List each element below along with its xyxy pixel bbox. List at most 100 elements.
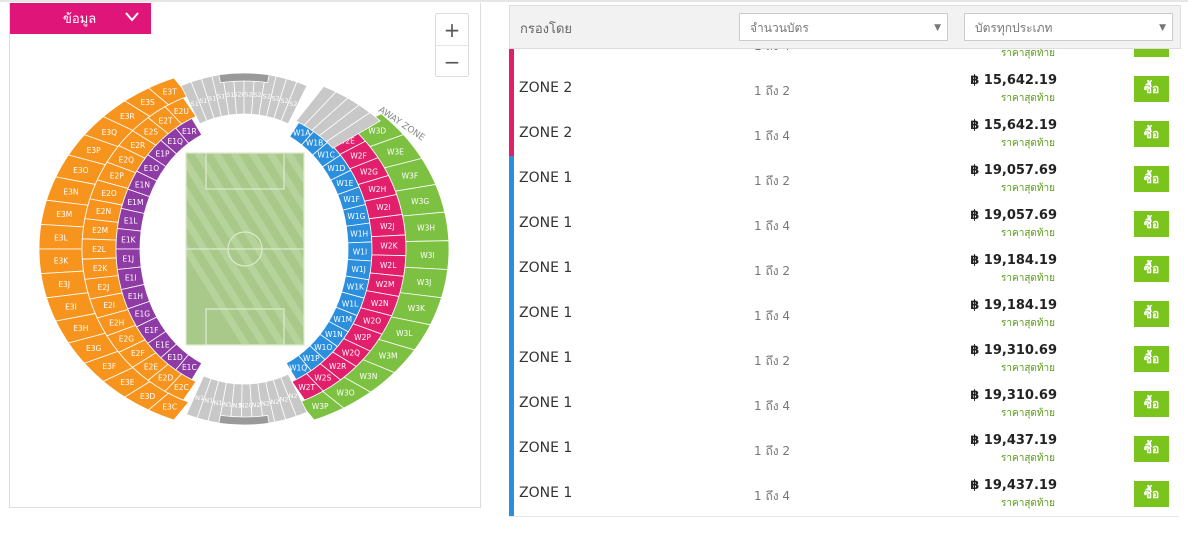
seat-section[interactable] — [280, 81, 308, 125]
ticket-price: ฿ 15,642.19 — [970, 73, 1057, 88]
seat-section-label: W1N — [325, 330, 343, 339]
seat-section-label: E2Q — [119, 156, 135, 165]
seat-section-label: W2J — [380, 222, 394, 231]
ticket-price: ฿ 19,437.19 — [970, 433, 1057, 448]
seat-section-label: W1D — [327, 164, 345, 173]
buy-button[interactable]: ซื้อ — [1134, 166, 1169, 192]
stadium-map-panel[interactable]: E3T E3S E3R E3Q E3P E3O E3N E3M E3L E3K E3J E3I E3H E… — [9, 3, 481, 508]
seat-section-label: S2 — [272, 94, 280, 102]
seat-section-label: E1R — [182, 127, 197, 136]
seat-section-label: W1J — [351, 265, 365, 274]
seat-section-label: E3K — [54, 257, 70, 266]
ticket-quantity: 1 ถึง 2 — [754, 174, 791, 188]
zone-color-bar — [509, 336, 514, 381]
buy-button[interactable]: ซื้อ — [1134, 346, 1169, 372]
seat-section-label: E1I — [125, 274, 137, 283]
listing-row[interactable]: ZONE 1 1 ถึง 2 ฿ 19,437.19 ราคาสุดท้าย ซื้อ — [509, 426, 1179, 472]
seat-section-label: E3S — [141, 98, 156, 107]
buy-button[interactable]: ซื้อ — [1134, 301, 1169, 327]
seat-section-label: W1F — [343, 195, 360, 204]
seat-section-label: E1E — [155, 340, 170, 349]
seat-section-label: N2 — [289, 392, 298, 400]
seat-section-label: E1K — [121, 235, 137, 244]
zone-color-bar — [509, 381, 514, 426]
buy-button[interactable]: ซื้อ — [1134, 256, 1169, 282]
listing-row[interactable]: ZONE 1 1 ถึง 4 ฿ 19,184.19 ราคาสุดท้าย ซื้อ — [509, 291, 1179, 337]
seat-section-label: E1Q — [167, 137, 183, 146]
buy-button[interactable]: ซื้อ — [1134, 481, 1169, 507]
final-price-note: ราคาสุดท้าย — [1001, 273, 1055, 284]
seat-section-label: W1I — [353, 247, 367, 256]
seat-section-label: E3E — [120, 378, 135, 387]
ticket-quantity: 1 ถึง 2 — [754, 354, 791, 368]
seat-section-label: W3N — [360, 372, 378, 381]
listing-row[interactable]: ZONE 2 1 ถึง 2 ฿ 15,642.19 ราคาสุดท้าย ซื้อ — [509, 66, 1179, 112]
seat-section-label: N2 — [280, 395, 289, 403]
zone-color-bar — [509, 246, 514, 291]
ticket-type-select[interactable]: บัตรทุกประเภท ▼ — [964, 13, 1173, 41]
seat-section-label: W3J — [417, 278, 431, 287]
seat-section[interactable] — [218, 414, 270, 426]
ticket-price: ฿ 19,184.19 — [970, 253, 1057, 268]
ticket-price: ฿ 15,642.19 — [970, 118, 1057, 133]
seat-section-label: E3O — [73, 166, 89, 175]
quantity-select[interactable]: จำนวนบัตร ▼ — [739, 13, 948, 41]
seat-section-label: W2P — [354, 333, 371, 342]
listing-row[interactable]: ZONE 1 1 ถึง 4 ฿ 19,310.69 ราคาสุดท้าย ซื้อ — [509, 381, 1179, 427]
listing-row[interactable]: ZONE 1 1 ถึง 4 ฿ 19,057.69 ราคาสุดท้าย ซื้อ — [509, 201, 1179, 247]
buy-button[interactable]: ซื้อ — [1134, 391, 1169, 417]
seat-section-label: S2 — [244, 91, 252, 99]
buy-button[interactable]: ซื้อ — [1134, 121, 1169, 147]
seat-section-label: S1 — [208, 94, 216, 102]
seat-section-label: W2N — [371, 299, 389, 308]
listing-row[interactable]: ZONE 1 1 ถึง 2 ฿ 19,184.19 ราคาสุดท้าย ซื้อ — [509, 246, 1179, 292]
seat-section-label: E2N — [96, 207, 111, 216]
seat-section-label: W2S — [314, 373, 331, 382]
quantity-select-value: จำนวนบัตร — [750, 21, 809, 35]
seat-section-label: W3G — [411, 197, 429, 206]
seat-section-label: E2E — [144, 362, 159, 371]
buy-button[interactable]: ซื้อ — [1134, 211, 1169, 237]
seat-section[interactable] — [280, 373, 308, 417]
dropdown-arrow-icon: ▼ — [1159, 23, 1166, 33]
buy-button[interactable]: ซื้อ — [1134, 76, 1169, 102]
seat-section-label: S2F — [233, 91, 245, 99]
seat-section-label: E3F — [102, 362, 116, 371]
seat-section-label: W3H — [417, 224, 435, 233]
seat-section-label: E1G — [135, 310, 151, 319]
listing-row[interactable]: ZONE 2 1 ถึง 4 ฿ 15,642.19 ราคาสุดท้าย ซื้อ — [509, 111, 1179, 157]
seat-section[interactable] — [175, 354, 203, 381]
final-price-note: ราคาสุดท้าย — [1001, 138, 1055, 149]
seat-section[interactable] — [325, 112, 381, 149]
listing-row[interactable]: ZONE 1 1 ถึง 2 ฿ 19,057.69 ราคาสุดท้าย ซื้อ — [509, 156, 1179, 202]
seat-section-label: E3C — [162, 403, 177, 412]
seat-section-label: N2G — [239, 401, 253, 409]
info-dropdown-button[interactable]: ข้อมูล — [10, 3, 151, 34]
zoom-in-button[interactable]: + — [443, 17, 461, 42]
seat-section-label: E2O — [101, 189, 117, 198]
seat-section-label: E2C — [174, 383, 189, 392]
zone-color-bar — [509, 291, 514, 336]
zone-name: ZONE 1 — [519, 350, 573, 366]
seat-section-label: E2I — [103, 301, 115, 310]
seat-section-label: W3I — [420, 251, 434, 260]
ticket-price: ฿ 19,057.69 — [970, 208, 1057, 223]
seat-section-label: W1O — [314, 343, 332, 352]
dropdown-arrow-icon: ▼ — [934, 23, 941, 33]
seat-section-label: E2K — [93, 264, 109, 273]
listing-row[interactable]: ZONE 1 1 ถึง 4 ฿ 19,437.19 ราคาสุดท้าย ซื้อ — [509, 471, 1179, 517]
seat-section[interactable] — [218, 72, 270, 84]
pitch-stripe — [267, 153, 304, 215]
seat-section-label: E3P — [87, 146, 102, 155]
zoom-out-button[interactable]: − — [443, 49, 461, 74]
seat-section-label: E3M — [56, 210, 72, 219]
buy-button[interactable]: ซื้อ — [1134, 436, 1169, 462]
listing-row[interactable]: ZONE 1 1 ถึง 2 ฿ 19,310.69 ราคาสุดท้าย ซื้อ — [509, 336, 1179, 382]
final-price-note: ราคาสุดท้าย — [1001, 408, 1055, 419]
ticket-listings-panel: กรองโดย จำนวนบัตร ▼ บัตรทุกประเภท ▼ ZONE… — [509, 5, 1187, 546]
final-price-note: ราคาสุดท้าย — [1001, 363, 1055, 374]
seat-section-label: E2J — [98, 283, 110, 292]
seat-section-label: E1D — [168, 353, 184, 362]
seat-section-label: W3K — [408, 304, 426, 313]
